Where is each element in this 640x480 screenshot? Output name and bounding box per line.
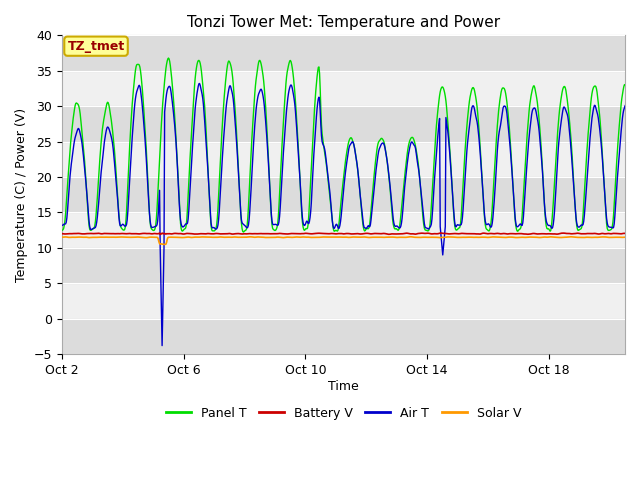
Bar [62, 36, 625, 71]
Bar [62, 177, 625, 213]
Y-axis label: Temperature (C) / Power (V): Temperature (C) / Power (V) [15, 108, 28, 282]
Text: TZ_tmet: TZ_tmet [67, 40, 125, 53]
Bar [62, 248, 625, 283]
X-axis label: Time: Time [328, 380, 359, 393]
Legend: Panel T, Battery V, Air T, Solar V: Panel T, Battery V, Air T, Solar V [161, 402, 526, 425]
Bar [62, 319, 625, 354]
Bar [62, 106, 625, 142]
Title: Tonzi Tower Met: Temperature and Power: Tonzi Tower Met: Temperature and Power [187, 15, 500, 30]
